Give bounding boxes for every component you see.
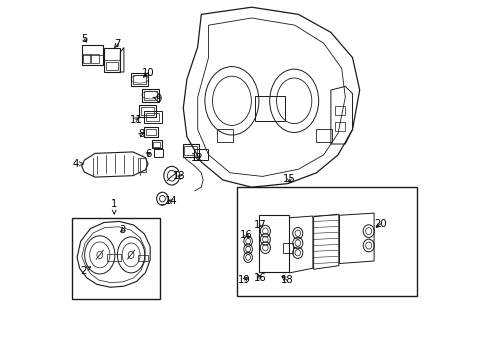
Bar [133, 75, 145, 84]
Text: 1: 1 [111, 199, 117, 214]
Bar [258, 215, 289, 272]
Bar [83, 54, 90, 63]
Bar [104, 48, 120, 72]
Bar [153, 142, 160, 147]
Bar [182, 144, 199, 157]
Text: 3: 3 [120, 225, 126, 235]
Bar [334, 106, 345, 115]
Bar [283, 243, 293, 253]
Text: 19: 19 [238, 275, 250, 285]
Text: 16: 16 [240, 230, 252, 240]
Text: 4: 4 [73, 159, 83, 169]
Bar [144, 127, 158, 137]
Text: 9: 9 [153, 94, 162, 104]
Bar [154, 149, 163, 157]
Bar [131, 73, 148, 86]
Text: 18: 18 [280, 275, 293, 285]
Text: 10: 10 [142, 68, 154, 78]
Bar [141, 107, 153, 115]
Text: 14: 14 [164, 196, 177, 206]
Text: 8: 8 [139, 129, 145, 139]
Bar [138, 158, 146, 172]
Bar [138, 255, 148, 261]
Bar [91, 54, 99, 63]
Text: 12: 12 [190, 153, 203, 163]
Bar [255, 96, 284, 121]
Bar [107, 254, 121, 261]
Text: 2: 2 [80, 266, 90, 276]
Text: 7: 7 [114, 39, 121, 49]
Bar [184, 146, 196, 155]
Bar [139, 105, 156, 117]
Bar [334, 122, 345, 131]
Text: 15: 15 [283, 174, 295, 184]
Bar [105, 62, 118, 70]
Bar [143, 91, 156, 100]
Text: 6: 6 [144, 149, 151, 159]
Text: 5: 5 [81, 34, 87, 44]
Bar [194, 149, 208, 160]
Bar [72, 218, 160, 299]
Bar [316, 129, 331, 142]
Bar [146, 113, 159, 121]
Bar [145, 129, 156, 135]
Text: 13: 13 [172, 171, 185, 181]
Bar [144, 111, 162, 123]
Text: 16: 16 [254, 273, 266, 283]
Bar [81, 45, 102, 65]
Bar [142, 89, 159, 102]
Bar [151, 140, 162, 148]
Text: 17: 17 [254, 220, 266, 230]
Text: 11: 11 [129, 114, 142, 125]
Bar [237, 187, 416, 296]
Bar [217, 129, 232, 142]
Text: 20: 20 [373, 219, 386, 229]
